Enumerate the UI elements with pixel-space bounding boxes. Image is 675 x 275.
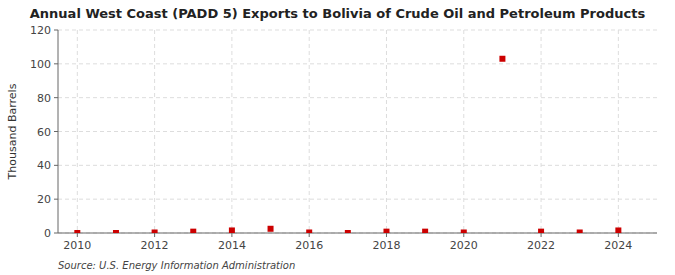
tick-label: 20 [37,193,51,206]
point [190,229,196,233]
grid-line [58,30,657,31]
grid-line [58,165,657,166]
y-axis-line [58,30,59,233]
tick-label: 40 [37,159,51,172]
point [383,229,389,233]
point [306,229,312,233]
grid-line [386,30,387,233]
tick-label: 0 [44,227,51,240]
grid-line [618,30,619,233]
tick-label: 60 [37,126,51,139]
grid-line [154,30,155,233]
tick [54,97,58,98]
grid-line [58,63,657,64]
tick [54,165,58,166]
tick-label: 2022 [527,239,555,252]
source: Source: U.S. Energy Information Administ… [58,260,295,271]
tick-label: 2016 [295,239,323,252]
tick-label: 2012 [141,239,169,252]
tick-label: 2010 [63,239,91,252]
grid-line [58,131,657,132]
point [499,56,505,62]
tick-label: 100 [30,58,51,71]
title: Annual West Coast (PADD 5) Exports to Bo… [30,6,646,21]
grid-line [58,199,657,200]
point [461,229,467,233]
tick [309,233,310,237]
tick [77,233,78,237]
tick [54,30,58,31]
point [615,227,621,233]
chart-container: Annual West Coast (PADD 5) Exports to Bo… [0,0,675,275]
grid-line [309,30,310,233]
tick [54,63,58,64]
point [152,229,158,233]
y-axis-label: Thousand Barrels [6,83,19,180]
point [113,230,119,233]
point [345,230,351,233]
tick [54,233,58,234]
grid-line [77,30,78,233]
grid [58,30,657,233]
tick-label: 2018 [372,239,400,252]
point [74,230,80,233]
grid-line [231,30,232,233]
tick [154,233,155,237]
tick [386,233,387,237]
grid-line [58,97,657,98]
tick-label: 80 [37,92,51,105]
point [577,229,583,233]
tick [541,233,542,237]
tick-label: 2020 [450,239,478,252]
axes: 0 20 40 60 80 100 120 2010 2012 2014 2016 2018 2020 2… [30,24,657,252]
points [74,56,621,233]
grid-line [541,30,542,233]
grid-line [58,233,657,234]
point [538,229,544,233]
tick [618,233,619,237]
grid-line [463,30,464,233]
tick [54,131,58,132]
x-axis-line [58,233,657,234]
point [229,227,235,233]
chart: Annual West Coast (PADD 5) Exports to Bo… [0,0,675,275]
point [268,226,274,232]
tick [54,199,58,200]
point [422,229,428,233]
tick [231,233,232,237]
tick-label: 120 [30,24,51,37]
tick-label: 2024 [604,239,632,252]
tick [463,233,464,237]
tick-label: 2014 [218,239,246,252]
